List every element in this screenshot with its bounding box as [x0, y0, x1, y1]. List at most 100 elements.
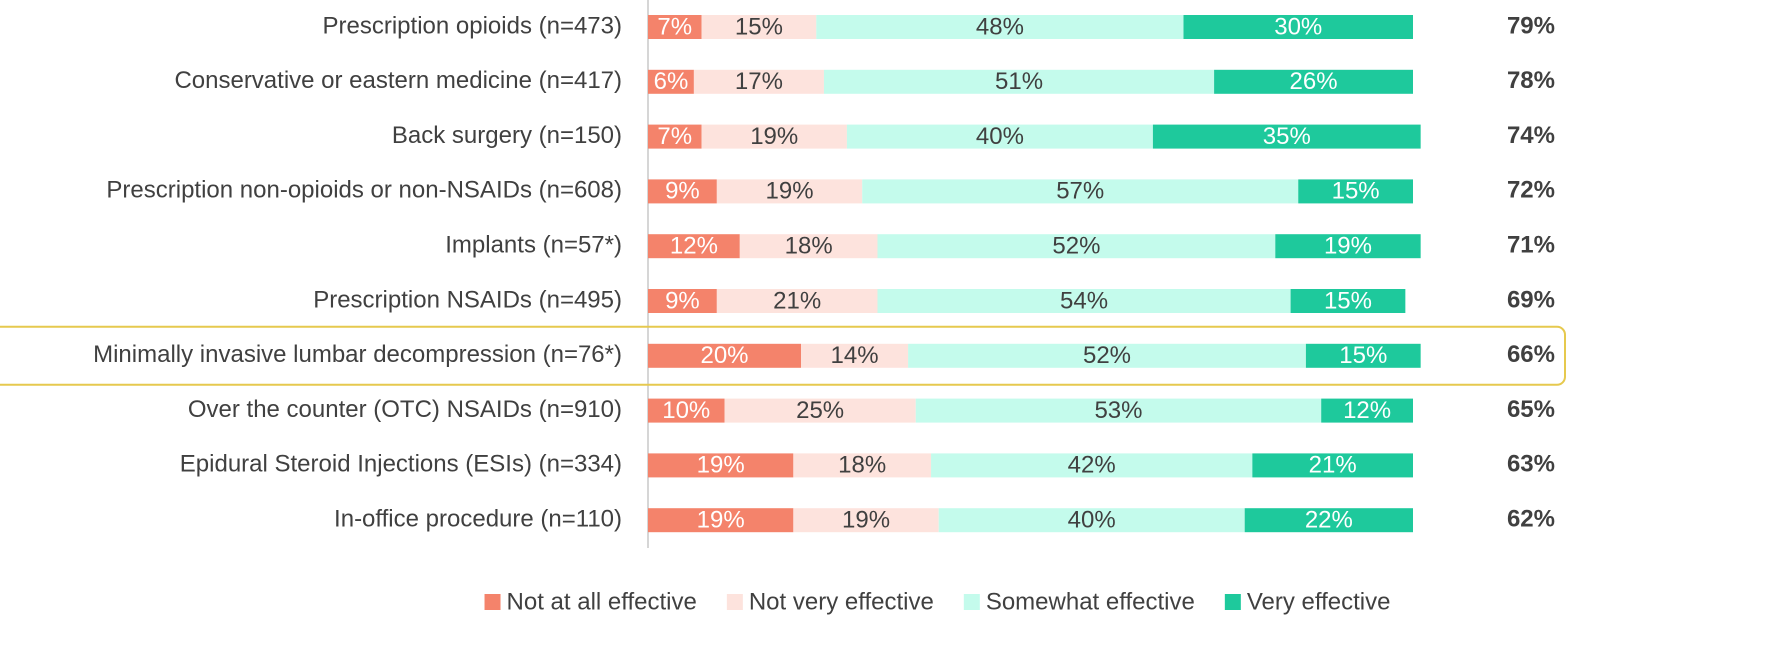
- value-label: 6%: [654, 68, 689, 95]
- value-label: 15%: [1332, 178, 1380, 205]
- bar-segment: [701, 15, 817, 39]
- value-label: 21%: [773, 287, 821, 314]
- bar-segment: [908, 343, 1306, 368]
- total-label: 72%: [1507, 177, 1555, 204]
- bar-segment: [823, 69, 1215, 94]
- bar-segment: [716, 289, 878, 313]
- bar-segment: [1152, 124, 1421, 149]
- bar-segment: [648, 179, 717, 204]
- value-label: 12%: [670, 233, 718, 260]
- bar-segment: [1298, 179, 1413, 204]
- bar-segment: [648, 453, 794, 478]
- legend-label: Very effective: [1247, 588, 1391, 615]
- value-label: 19%: [750, 123, 798, 150]
- bar-segment: [1252, 453, 1413, 478]
- value-label: 19%: [1324, 233, 1372, 260]
- value-label: 26%: [1290, 68, 1338, 95]
- total-label: 71%: [1507, 232, 1555, 259]
- value-label: 40%: [976, 123, 1024, 150]
- bar-segment: [801, 343, 909, 368]
- value-label: 15%: [1339, 342, 1387, 369]
- legend-swatch: [484, 594, 501, 610]
- bar-segment: [793, 453, 932, 478]
- value-label: 9%: [665, 178, 700, 205]
- bar-segment: [739, 234, 878, 259]
- category-label: Epidural Steroid Injections (ESIs) (n=33…: [180, 451, 622, 478]
- category-label: Prescription NSAIDs (n=495): [313, 286, 622, 313]
- category-label: Over the counter (OTC) NSAIDs (n=910): [188, 396, 622, 423]
- bar-segment: [648, 15, 702, 39]
- value-label: 15%: [735, 13, 783, 40]
- bar-segment: [1321, 398, 1413, 423]
- legend: Not at all effective Not very effective So…: [484, 588, 1391, 615]
- highlight-box: [0, 325, 1566, 386]
- bar-segment: [1275, 234, 1421, 259]
- value-label: 40%: [1068, 507, 1116, 534]
- bar-segment: [648, 289, 717, 313]
- total-label: 69%: [1507, 286, 1555, 313]
- bar-segment: [648, 343, 801, 368]
- bar-segment: [938, 508, 1245, 533]
- value-label: 22%: [1305, 507, 1353, 534]
- category-label: Implants (n=57*): [445, 232, 622, 259]
- value-label: 19%: [766, 178, 814, 205]
- value-label: 57%: [1056, 178, 1104, 205]
- bar-segment: [648, 508, 794, 533]
- value-label: 10%: [662, 397, 710, 424]
- bar-segment: [1305, 343, 1421, 368]
- category-label: In-office procedure (n=110): [334, 506, 622, 533]
- category-label: Prescription opioids (n=473): [323, 12, 623, 39]
- bar-segment: [648, 234, 740, 259]
- value-label: 9%: [665, 287, 700, 314]
- bar-segment: [648, 398, 725, 423]
- value-label: 7%: [657, 123, 692, 150]
- total-label: 62%: [1507, 506, 1555, 533]
- category-label: Conservative or eastern medicine (n=417): [174, 67, 622, 94]
- value-label: 52%: [1083, 342, 1131, 369]
- value-label: 42%: [1068, 452, 1116, 479]
- bar-segment: [701, 124, 847, 149]
- legend-label: Not very effective: [749, 588, 934, 615]
- bar-segment: [846, 124, 1153, 149]
- legend-swatch: [963, 594, 980, 610]
- total-label: 79%: [1507, 12, 1555, 39]
- bar-segment: [1290, 289, 1406, 313]
- legend-label: Somewhat effective: [986, 588, 1195, 615]
- value-label: 48%: [976, 13, 1024, 40]
- bar-segment: [931, 453, 1253, 478]
- value-label: 54%: [1060, 287, 1108, 314]
- bar-segment: [816, 15, 1184, 39]
- value-label: 20%: [700, 342, 748, 369]
- value-label: 19%: [697, 507, 745, 534]
- bar-segment: [862, 179, 1299, 204]
- bar-segment: [648, 69, 694, 94]
- bar-segment: [793, 508, 939, 533]
- total-label: 65%: [1507, 396, 1555, 423]
- value-label: 19%: [697, 452, 745, 479]
- total-label: 66%: [1507, 341, 1555, 368]
- value-label: 21%: [1309, 452, 1357, 479]
- value-label: 53%: [1094, 397, 1142, 424]
- value-label: 52%: [1052, 233, 1100, 260]
- bar-segment: [915, 398, 1322, 423]
- bar-segment: [693, 69, 824, 94]
- value-label: 18%: [785, 233, 833, 260]
- value-label: 25%: [796, 397, 844, 424]
- legend-swatch: [1224, 594, 1241, 610]
- bar-segment: [877, 234, 1276, 259]
- legend-swatch: [726, 594, 743, 610]
- value-label: 51%: [995, 68, 1043, 95]
- legend-label: Not at all effective: [507, 588, 697, 615]
- value-label: 35%: [1263, 123, 1311, 150]
- bar-segment: [1183, 15, 1413, 39]
- value-label: 15%: [1324, 287, 1372, 314]
- value-label: 14%: [831, 342, 879, 369]
- value-label: 19%: [842, 507, 890, 534]
- total-label: 78%: [1507, 67, 1555, 94]
- value-label: 18%: [838, 452, 886, 479]
- value-label: 12%: [1343, 397, 1391, 424]
- category-label: Prescription non-opioids or non-NSAIDs (…: [106, 177, 622, 204]
- bar-segment: [648, 124, 702, 149]
- bar-segment: [1214, 69, 1413, 94]
